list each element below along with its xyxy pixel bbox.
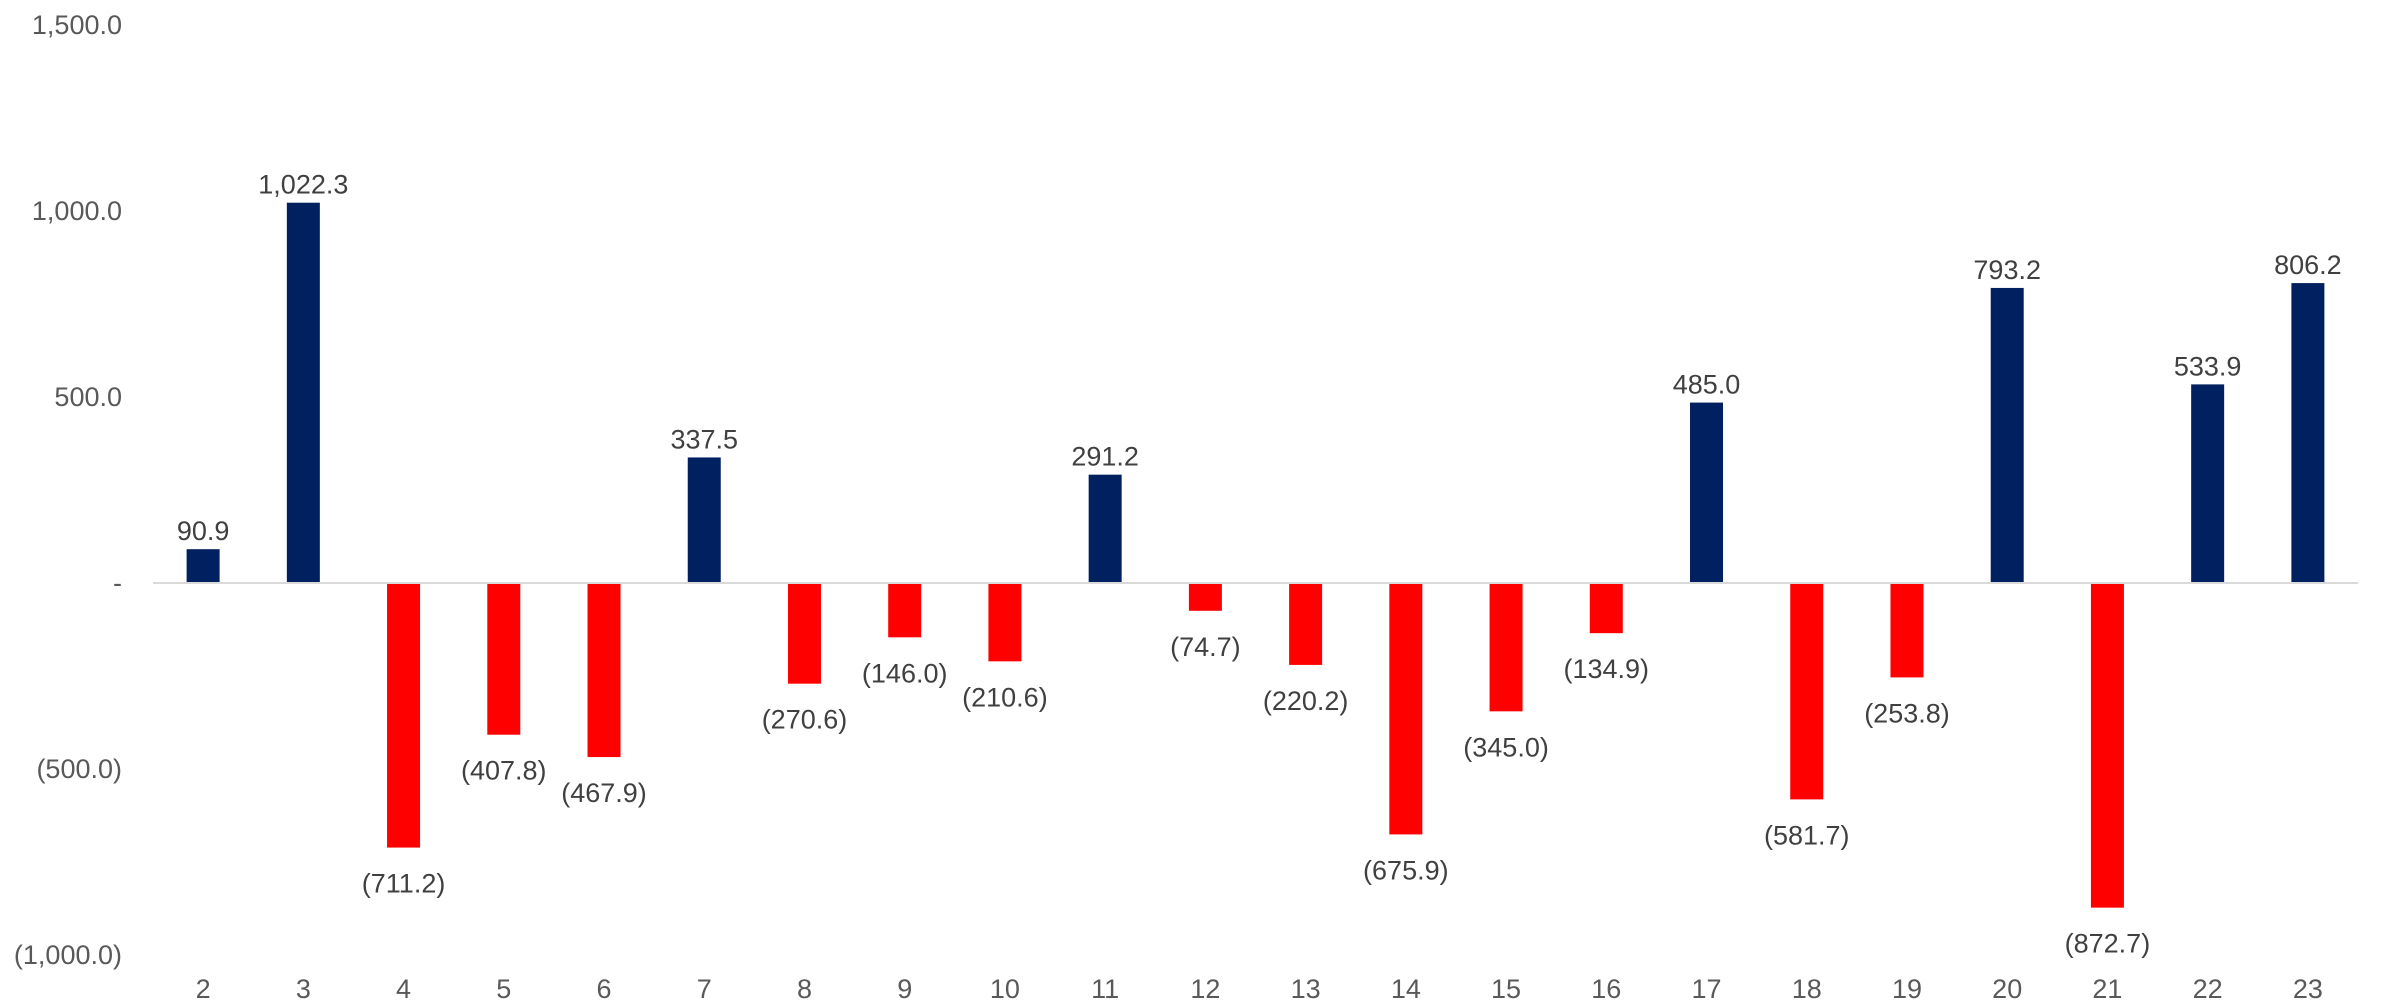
data-label: (146.0) xyxy=(862,658,948,688)
x-tick-label: 18 xyxy=(1792,974,1822,1002)
data-label: (253.8) xyxy=(1864,698,1950,728)
bar xyxy=(286,202,320,583)
data-label: 793.2 xyxy=(1973,255,2041,285)
y-axis-tick-labels: 1,500.0 1,000.0 500.0 - (500.0) (1,000.0) xyxy=(14,10,122,970)
x-tick-label: 8 xyxy=(797,974,812,1002)
x-axis-tick-labels: 2 3 4 5 6 7 8 9 10 11 12 13 14 15 16 17 18 19 20 21 22 23 xyxy=(196,974,2323,1002)
x-tick-label: 6 xyxy=(597,974,612,1002)
x-tick-label: 17 xyxy=(1691,974,1721,1002)
x-tick-label: 19 xyxy=(1892,974,1922,1002)
data-label: 291.2 xyxy=(1071,442,1139,472)
bar xyxy=(687,457,721,583)
data-label: 533.9 xyxy=(2174,351,2242,381)
data-labels: 90.9 1,022.3 (711.2) (407.8) (467.9) 337.5 (27… xyxy=(177,170,2342,959)
bar xyxy=(487,583,521,735)
bar xyxy=(2090,583,2124,908)
bar xyxy=(1188,583,1222,611)
data-label: (210.6) xyxy=(962,682,1048,712)
bar xyxy=(1990,287,2024,583)
data-label: (270.6) xyxy=(762,705,848,735)
data-label: (675.9) xyxy=(1363,855,1449,885)
bars xyxy=(186,202,2325,908)
data-label: (220.2) xyxy=(1263,686,1349,716)
x-tick-label: 23 xyxy=(2293,974,2323,1002)
x-tick-label: 3 xyxy=(296,974,311,1002)
x-tick-label: 7 xyxy=(697,974,712,1002)
data-label: (407.8) xyxy=(461,756,547,786)
x-tick-label: 10 xyxy=(990,974,1020,1002)
x-tick-label: 22 xyxy=(2193,974,2223,1002)
bar xyxy=(2291,283,2325,583)
bar xyxy=(1589,583,1623,634)
x-tick-label: 20 xyxy=(1992,974,2022,1002)
bar xyxy=(1790,583,1824,800)
data-label: (581.7) xyxy=(1764,820,1850,850)
bar xyxy=(387,583,421,848)
data-label: 806.2 xyxy=(2274,250,2342,280)
y-tick-label: 1,000.0 xyxy=(32,196,122,226)
x-tick-label: 4 xyxy=(396,974,411,1002)
data-label: 485.0 xyxy=(1673,370,1741,400)
x-tick-label: 15 xyxy=(1491,974,1521,1002)
x-tick-label: 13 xyxy=(1291,974,1321,1002)
bar xyxy=(587,583,621,758)
bar xyxy=(787,583,821,684)
data-label: 90.9 xyxy=(177,516,230,546)
data-label: (711.2) xyxy=(362,869,446,899)
bar xyxy=(1489,583,1523,712)
x-tick-label: 14 xyxy=(1391,974,1421,1002)
data-label: 1,022.3 xyxy=(258,170,348,200)
bar xyxy=(2191,384,2225,583)
data-label: (467.9) xyxy=(561,778,647,808)
bar xyxy=(988,583,1022,662)
bar xyxy=(1690,402,1724,583)
x-tick-label: 11 xyxy=(1091,974,1119,1002)
x-tick-label: 9 xyxy=(897,974,912,1002)
y-tick-label: (500.0) xyxy=(36,754,122,784)
bar xyxy=(888,583,922,638)
bar xyxy=(1890,583,1924,678)
x-tick-label: 12 xyxy=(1190,974,1220,1002)
data-label: (872.7) xyxy=(2065,929,2151,959)
data-label: (74.7) xyxy=(1170,632,1241,662)
bar xyxy=(1389,583,1423,835)
bar xyxy=(1088,474,1122,583)
x-tick-label: 2 xyxy=(196,974,211,1002)
y-tick-label: 500.0 xyxy=(54,382,122,412)
data-label: 337.5 xyxy=(670,424,738,454)
y-tick-label: (1,000.0) xyxy=(14,940,122,970)
data-label: (134.9) xyxy=(1564,654,1650,684)
x-tick-label: 21 xyxy=(2092,974,2122,1002)
x-tick-label: 5 xyxy=(496,974,511,1002)
y-tick-label: - xyxy=(113,568,122,598)
y-tick-label: 1,500.0 xyxy=(32,10,122,40)
bar xyxy=(186,549,220,583)
x-tick-label: 16 xyxy=(1591,974,1621,1002)
data-label: (345.0) xyxy=(1463,732,1549,762)
bar xyxy=(1289,583,1323,665)
